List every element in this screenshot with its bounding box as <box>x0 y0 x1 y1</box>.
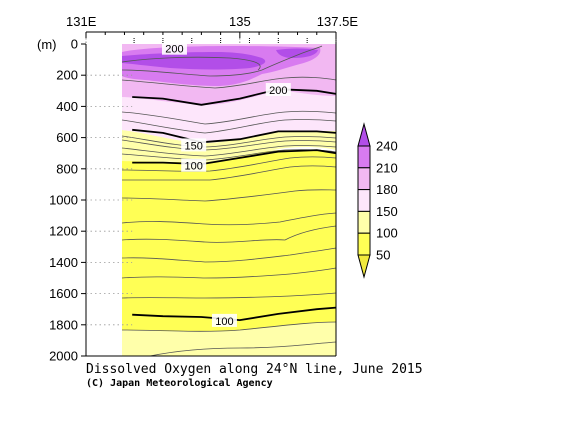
colorbar: 240 210 180 150 100 50 <box>357 122 398 279</box>
major-contour-150 <box>132 128 337 144</box>
colorbar-band <box>357 232 371 256</box>
x-tick-label: 135 <box>229 14 251 29</box>
colorbar-band <box>357 167 371 191</box>
y-unit-label: (m) <box>37 37 57 52</box>
thin-contour <box>149 341 337 357</box>
plot-area: 200 200 150 100 100 0 200 400 600 800 1000 1200 140… <box>37 14 358 364</box>
contour-labels: 200 200 150 100 100 <box>161 41 291 328</box>
thin-contour-lines <box>121 45 337 357</box>
thin-contour <box>122 165 337 181</box>
chart-title: Dissolved Oxygen along 24°N line, June 2… <box>86 362 423 377</box>
thin-contour <box>121 69 263 77</box>
fill-50-100 <box>122 149 336 332</box>
thin-contour <box>121 110 337 125</box>
thin-contour <box>121 267 337 279</box>
thin-contour <box>121 76 337 89</box>
x-tick-label: 131E <box>66 14 97 29</box>
y-tick-label: 1000 <box>49 193 78 208</box>
contour-label-bg <box>211 313 237 327</box>
contour-label: 200 <box>269 85 287 97</box>
contour-label: 100 <box>215 316 233 328</box>
colorbar-label: 50 <box>376 248 390 263</box>
major-contour-100 <box>132 149 337 165</box>
y-tick-label: 800 <box>56 161 78 176</box>
colorbar-extend-bottom <box>357 254 371 279</box>
thin-contour <box>121 56 261 71</box>
thin-contour <box>121 156 337 172</box>
thin-contour <box>121 135 337 148</box>
contour-label: 200 <box>165 44 183 56</box>
thin-contour <box>121 189 337 202</box>
colorbar-label: 210 <box>376 160 398 175</box>
y-tick-label: 600 <box>56 130 78 145</box>
fill-above-240 <box>122 52 266 70</box>
x-tick-label: 137.5E <box>317 14 359 29</box>
fill-bottom-pale <box>122 322 336 356</box>
colorbar-label: 180 <box>376 182 398 197</box>
fill-150-180 <box>122 90 336 143</box>
colorbar-label: 100 <box>376 226 398 241</box>
x-ticks: 131E 135 137.5E <box>66 14 358 43</box>
thin-contour <box>121 145 337 157</box>
colorbar-band <box>357 145 371 169</box>
contour-label: 100 <box>185 161 203 173</box>
thin-contour <box>121 292 337 299</box>
thin-contour <box>261 45 323 71</box>
y-tick-label: 2000 <box>49 349 78 364</box>
y-tick-label: 1200 <box>49 224 78 239</box>
thin-contour <box>121 119 337 134</box>
credit-text: (C) Japan Meteorological Agency <box>86 377 273 389</box>
contour-label-bg <box>181 138 207 152</box>
colorbar-band <box>357 189 371 212</box>
colorbar-label: 240 <box>376 139 398 154</box>
y-tick-label: 0 <box>71 37 78 52</box>
contour-label-bg <box>161 41 187 55</box>
contour-label: 150 <box>185 140 203 152</box>
y-tick-label: 1800 <box>49 317 78 332</box>
major-contour-200 <box>132 88 337 106</box>
y-gridlines <box>86 74 133 326</box>
y-tick-label: 1400 <box>49 255 78 270</box>
contour-label-bg <box>265 83 291 97</box>
major-contour-100 <box>132 306 337 321</box>
contour-label-bg <box>181 158 207 172</box>
thin-contour <box>121 225 337 243</box>
y-tick-label: 200 <box>56 68 78 83</box>
major-contours <box>132 88 337 321</box>
thin-contour <box>121 212 337 226</box>
colorbar-label: 150 <box>376 204 398 219</box>
colorbar-band <box>357 210 371 234</box>
thin-contour <box>121 139 337 151</box>
thin-contour <box>121 247 337 263</box>
y-tick-label: 1600 <box>49 286 78 301</box>
thin-contour <box>121 321 337 332</box>
y-ticks: 0 200 400 600 800 1000 1200 1400 1600 1800 2000 <box>49 37 86 364</box>
y-tick-label: 400 <box>56 99 78 114</box>
